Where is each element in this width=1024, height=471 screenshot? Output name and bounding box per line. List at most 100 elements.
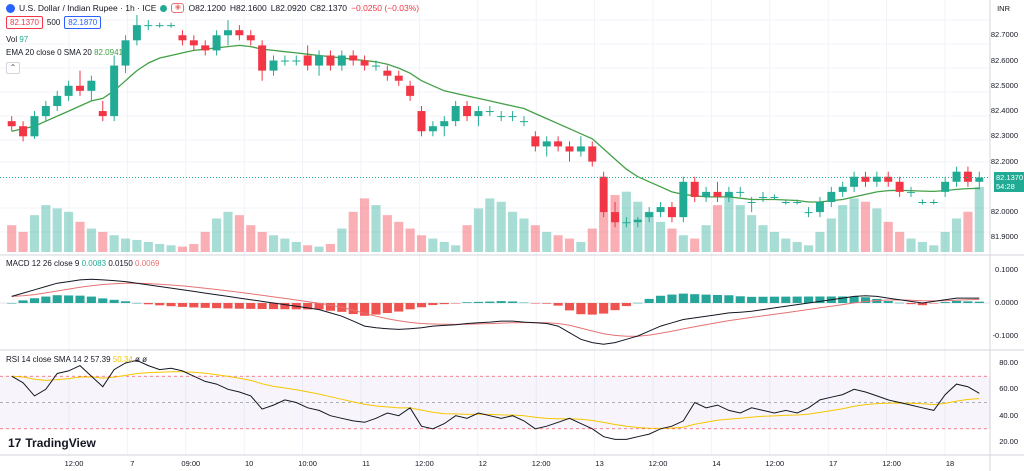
candle-body [713,191,722,197]
tradingview-logo[interactable]: 17 TradingView [8,436,96,450]
candle-body [121,40,130,66]
candle-body [724,191,733,197]
macd-histogram-bar [587,303,597,315]
volume-bar [735,205,745,252]
price-axis-label: 82.4000 [990,106,1018,116]
volume-bar [143,241,153,252]
macd-histogram-bar [553,303,563,306]
macd-histogram-bar [792,296,802,303]
macd-histogram-bar [803,296,814,303]
time-axis-label: 13 [595,459,604,468]
volume-bar [872,208,882,252]
volume-bar [587,228,597,252]
volume-bar [132,239,142,252]
volume-bar [451,245,461,252]
volume-bar [166,245,176,252]
time-axis-label: 10:00 [298,459,317,468]
volume-bar [644,211,654,252]
candle-body [576,146,585,152]
current-price: 82.1370 [996,173,1024,182]
candle-body [554,141,563,147]
time-axis-label: 10 [245,459,254,468]
candle-body [189,40,198,46]
candle-body [907,191,915,193]
price-axis-label: 82.0000 [990,207,1018,217]
macd-line [11,278,980,345]
candle-body [679,181,688,218]
currency-label[interactable]: INR [997,4,1010,13]
time-axis-label: 14 [712,459,721,468]
candle-body [702,191,711,197]
macd-histogram-bar [371,303,381,315]
macd-histogram-bar [41,296,51,303]
price-axis-label: 82.2000 [990,156,1018,166]
candle-body [349,55,358,61]
collapse-legend-button[interactable]: ⌃ [6,62,20,74]
volume-bar [200,231,210,252]
macd-histogram-bar [314,303,324,310]
candle-body [497,116,506,118]
candle-body [542,141,551,147]
macd-histogram-bar [382,303,392,314]
candle-body [599,176,608,213]
quantity-field[interactable]: 500 [46,18,61,27]
macd-histogram-bar [508,301,518,303]
macd-histogram-bar [849,296,859,303]
candle-body [474,111,483,117]
volume-bar [508,211,518,252]
macd-histogram-bar [360,303,370,316]
macd-signal-line [11,282,980,337]
candle-body [872,176,881,182]
macd-histogram-bar [7,303,17,304]
macd-histogram-bar [485,301,495,303]
macd-histogram-bar [143,303,153,305]
candle-body [53,95,62,106]
volume-bar [906,238,916,252]
macd-histogram-bar [678,293,688,303]
macd-histogram-bar [75,295,85,303]
candle-body [736,191,745,193]
rsi-legend[interactable]: RSI 14 close SMA 14 2 57.39 50.34 ø ø [6,355,147,364]
eye-icon[interactable]: ◉ [171,3,185,13]
macd-legend[interactable]: MACD 12 26 close 9 0.0083 0.0150 0.0069 [6,259,159,268]
macd-histogram-bar [280,303,290,310]
macd-histogram-bar [416,303,427,308]
candle-body [337,55,346,66]
buy-button[interactable]: 82.1870 [64,16,102,29]
rsi-extra-1: ø [135,355,140,364]
candle-body [178,35,187,41]
volume-legend[interactable]: Vol 97 [6,35,28,44]
ema-legend[interactable]: EMA 20 close 0 SMA 20 82.0941 [6,48,123,57]
candle-body [64,85,73,96]
tradingview-logo-icon: 17 [8,436,22,450]
candle-body [963,171,972,182]
candle-body [895,181,904,192]
macd-histogram-bar [599,303,609,314]
sell-button[interactable]: 82.1370 [6,16,43,29]
volume-bar [41,205,51,252]
candle-body [485,111,494,113]
volume-bar [257,231,267,252]
macd-histogram-bar [906,303,916,305]
rsi-sma-line [11,371,980,429]
macd-histogram-bar [394,303,404,312]
macd-histogram-bar [325,303,335,311]
candle-body [781,202,790,203]
volume-bar [439,241,449,252]
volume-bar [917,241,927,252]
volume-bar [553,235,563,252]
volume-bar [189,243,199,252]
volume-bar [940,231,950,252]
volume-bar [223,211,233,252]
low-value: L82.0920 [270,3,307,13]
price-axis-label: 82.3000 [990,131,1018,141]
macd-histogram-bar [439,303,449,305]
candle-body [508,116,517,118]
volume-bar [724,195,734,252]
candle-body [292,60,301,62]
symbol-title[interactable]: U.S. Dollar / Indian Rupee · 1h · ICE [19,3,157,13]
candle-body [827,191,836,202]
candle-body [315,55,324,66]
macd-histogram-bar [781,296,791,303]
